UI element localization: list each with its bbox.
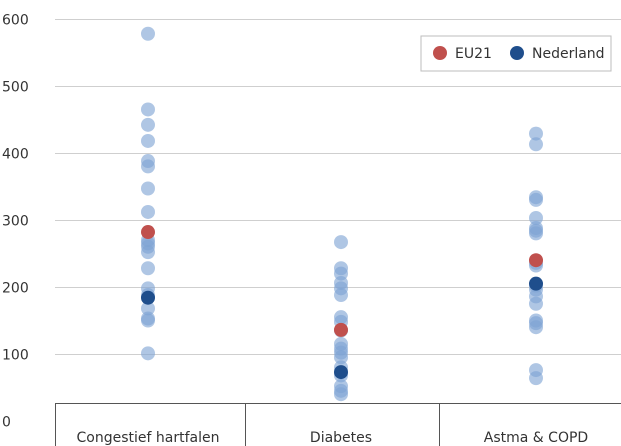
country-point [141, 133, 155, 148]
y-tick-label: 600 [2, 13, 29, 29]
legend-swatch-nederland [510, 46, 524, 60]
eu21-point [334, 322, 348, 337]
x-tick-label: Astma & COPD [484, 430, 588, 446]
country-point [141, 313, 155, 328]
y-tick-label: 100 [2, 348, 29, 364]
country-point [334, 235, 348, 250]
country-point [529, 226, 543, 241]
country-point [529, 192, 543, 207]
eu21-point [141, 225, 155, 240]
country-point [141, 159, 155, 174]
y-tick-label: 200 [2, 281, 29, 297]
country-point [141, 181, 155, 196]
country-point [529, 126, 543, 141]
country-point [141, 204, 155, 219]
country-point [141, 346, 155, 361]
legend-swatch-eu21 [433, 46, 447, 60]
country-point [529, 210, 543, 225]
country-point [529, 371, 543, 386]
eu21-point [529, 253, 543, 268]
nederland-point [334, 365, 348, 380]
country-point [141, 26, 155, 41]
y-tick-label: 500 [2, 80, 29, 96]
country-point [334, 350, 348, 365]
country-point [529, 296, 543, 311]
country-point [529, 320, 543, 335]
x-tick-label: Diabetes [310, 430, 372, 446]
y-tick-label: 0 [2, 415, 11, 431]
y-axis-ticks: 0 100 200 300 400 500 600 [2, 13, 29, 431]
y-tick-label: 400 [2, 147, 29, 163]
nederland-point [141, 290, 155, 305]
legend-label-eu21: EU21 [455, 46, 492, 62]
category-labels: Congestief hartfalen Diabetes Astma & COPD [77, 430, 589, 446]
x-axis [55, 403, 621, 446]
country-point [141, 261, 155, 276]
country-point [141, 102, 155, 117]
y-tick-label: 300 [2, 214, 29, 230]
nederland-point [529, 276, 543, 291]
country-point [334, 387, 348, 402]
country-point [141, 245, 155, 260]
country-point [141, 301, 155, 316]
country-point [334, 288, 348, 303]
country-point [141, 117, 155, 132]
legend-label-nederland: Nederland [532, 46, 605, 62]
data-points [141, 26, 543, 402]
legend: EU21 Nederland [420, 35, 612, 72]
country-point [529, 137, 543, 152]
x-tick-label: Congestief hartfalen [77, 430, 220, 446]
